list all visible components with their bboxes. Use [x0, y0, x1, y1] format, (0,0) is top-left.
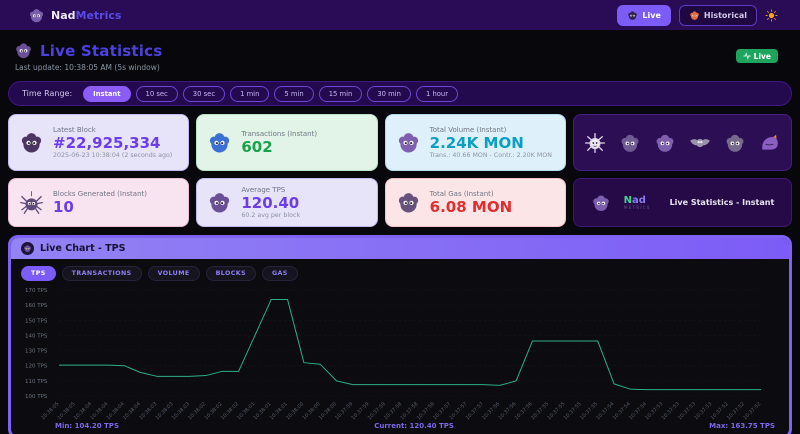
brand-logo: NadMetrics — [28, 7, 121, 24]
block-creature-icon — [19, 130, 44, 155]
live-status-badge: Live — [735, 49, 778, 63]
stat-label: Latest Block — [53, 125, 96, 134]
svg-text:100 TPS: 100 TPS — [25, 394, 48, 400]
stat-value: 602 — [241, 137, 273, 156]
chart-title: Live Chart - TPS — [40, 243, 126, 254]
round-creature-icon — [724, 132, 746, 154]
stat-label: Transactions (Instant) — [241, 129, 318, 138]
stat-value: 120.40 — [241, 193, 300, 212]
chart-min-value: Min: 104.20 TPS — [55, 422, 119, 430]
svg-text:110 TPS: 110 TPS — [25, 379, 48, 385]
time-range-bar: Time Range: Instant 10 sec 30 sec 1 min … — [8, 81, 792, 106]
stat-card-total-gas: Total Gas (Instant) 6.08 MON — [384, 178, 566, 227]
stat-card-total-volume: Total Volume (Instant) 2.24K MON Trans.:… — [384, 114, 566, 171]
top-bar: NadMetrics Live Historical — [0, 0, 800, 30]
page-title-creature-icon — [14, 41, 33, 60]
pulse-icon — [743, 52, 751, 60]
stat-value: 6.08 MON — [429, 197, 513, 216]
time-range-15min[interactable]: 15 min — [318, 85, 363, 102]
chart-tabs: TPS TRANSACTIONS VOLUME BLOCKS GAS — [11, 259, 789, 283]
volume-creature-icon — [396, 130, 421, 155]
slime-creature-icon — [759, 132, 781, 154]
stat-card-average-tps: Average TPS 120.40 60.2 avg per block — [196, 178, 378, 227]
time-range-5min[interactable]: 5 min — [274, 85, 314, 102]
svg-text:170 TPS: 170 TPS — [25, 288, 48, 294]
stat-sub: 60.2 avg per block — [241, 212, 301, 220]
live-status-label: Live — [753, 51, 771, 61]
theme-toggle-sun-icon[interactable] — [765, 9, 778, 22]
svg-text:120 TPS: 120 TPS — [25, 364, 48, 370]
tab-volume[interactable]: VOLUME — [147, 266, 200, 281]
chart-current-value: Current: 120.40 TPS — [374, 422, 454, 430]
svg-text:160 TPS: 160 TPS — [25, 303, 48, 309]
stat-label: Total Gas (Instant) — [429, 189, 494, 198]
svg-text:140 TPS: 140 TPS — [25, 333, 48, 339]
live-mode-button[interactable]: Live — [617, 4, 671, 26]
stat-card-transactions: Transactions (Instant) 602 — [196, 114, 378, 171]
spider-icon — [19, 190, 44, 215]
tps-creature-icon — [207, 190, 232, 215]
tab-transactions[interactable]: TRANSACTIONS — [61, 266, 142, 281]
brand-card-ad: ad — [632, 194, 646, 206]
brand-card-subtitle: Live Statistics - Instant — [669, 198, 775, 207]
time-range-instant[interactable]: Instant — [83, 85, 131, 102]
live-mode-label: Live — [642, 10, 661, 20]
chart-footer: Min: 104.20 TPS Current: 120.40 TPS Max:… — [11, 422, 789, 434]
bat-creature-icon — [689, 132, 711, 154]
tps-line-chart: 170 TPS 160 TPS 150 TPS 140 TPS 130 TPS 120 T… — [25, 288, 762, 421]
time-range-label: Time Range: — [22, 89, 73, 98]
chart-header-creature-icon — [21, 242, 34, 255]
mascots-card — [572, 114, 792, 171]
time-range-30min[interactable]: 30 min — [367, 85, 411, 102]
stats-grid: Latest Block #22,925,334 2025-06-23 10:3… — [8, 114, 792, 227]
stat-label: Average TPS — [241, 185, 286, 194]
svg-text:10:37:52: 10:37:52 — [742, 401, 762, 421]
stat-label: Blocks Generated (Instant) — [53, 189, 147, 198]
brand-card-metrics: METRICS — [623, 204, 651, 210]
svg-text:150 TPS: 150 TPS — [25, 318, 48, 324]
stat-value: 10 — [53, 197, 74, 216]
live-chart-panel: Live Chart - TPS TPS TRANSACTIONS VOLUME… — [8, 235, 792, 434]
page-head: Live Statistics Live — [14, 41, 792, 63]
brand-card-name: Nad METRICS — [623, 194, 651, 210]
time-range-1min[interactable]: 1 min — [230, 85, 270, 102]
historical-creature-icon — [689, 10, 700, 21]
page-title: Live Statistics — [40, 41, 163, 60]
historical-mode-button[interactable]: Historical — [678, 4, 757, 26]
chart-max-value: Max: 163.75 TPS — [709, 422, 775, 430]
time-range-1hour[interactable]: 1 hour — [415, 85, 459, 102]
stat-sub: Trans.: 40.66 MON - Contr.: 2.20K MON — [429, 152, 552, 160]
stat-card-latest-block: Latest Block #22,925,334 2025-06-23 10:3… — [8, 114, 190, 171]
historical-mode-label: Historical — [703, 10, 747, 20]
gas-creature-icon — [396, 190, 421, 215]
stat-label: Total Volume (Instant) — [429, 125, 507, 134]
brand-card-n: N — [623, 194, 633, 206]
svg-text:130 TPS: 130 TPS — [25, 349, 48, 355]
branding-card: Nad METRICS Live Statistics - Instant — [572, 178, 792, 227]
stat-value: #22,925,334 — [53, 133, 161, 152]
tab-gas[interactable]: GAS — [261, 266, 298, 281]
cat-creature-icon — [654, 132, 676, 154]
transactions-creature-icon — [207, 130, 232, 155]
brand-metrics: Metrics — [75, 8, 122, 22]
live-creature-icon — [627, 10, 638, 21]
spiky-creature-icon — [584, 132, 606, 154]
last-update-text: Last update: 10:38:05 AM (5s window) — [15, 63, 160, 72]
chart-header: Live Chart - TPS — [11, 238, 789, 259]
brand-nad: Nad — [51, 8, 76, 22]
fluffy-creature-icon — [619, 132, 641, 154]
brand-card-creature-icon — [591, 193, 611, 213]
stat-sub: 2025-06-23 10:38:04 (2 seconds ago) — [53, 152, 173, 160]
tab-blocks[interactable]: BLOCKS — [205, 266, 256, 281]
stat-value: 2.24K MON — [429, 133, 524, 152]
time-range-30sec[interactable]: 30 sec — [182, 85, 226, 102]
time-range-10sec[interactable]: 10 sec — [135, 85, 178, 102]
brand-name: NadMetrics — [51, 9, 121, 22]
stat-card-blocks-generated: Blocks Generated (Instant) 10 — [8, 178, 190, 227]
tab-tps[interactable]: TPS — [21, 266, 56, 281]
nadmetrics-logo-icon — [28, 7, 45, 24]
